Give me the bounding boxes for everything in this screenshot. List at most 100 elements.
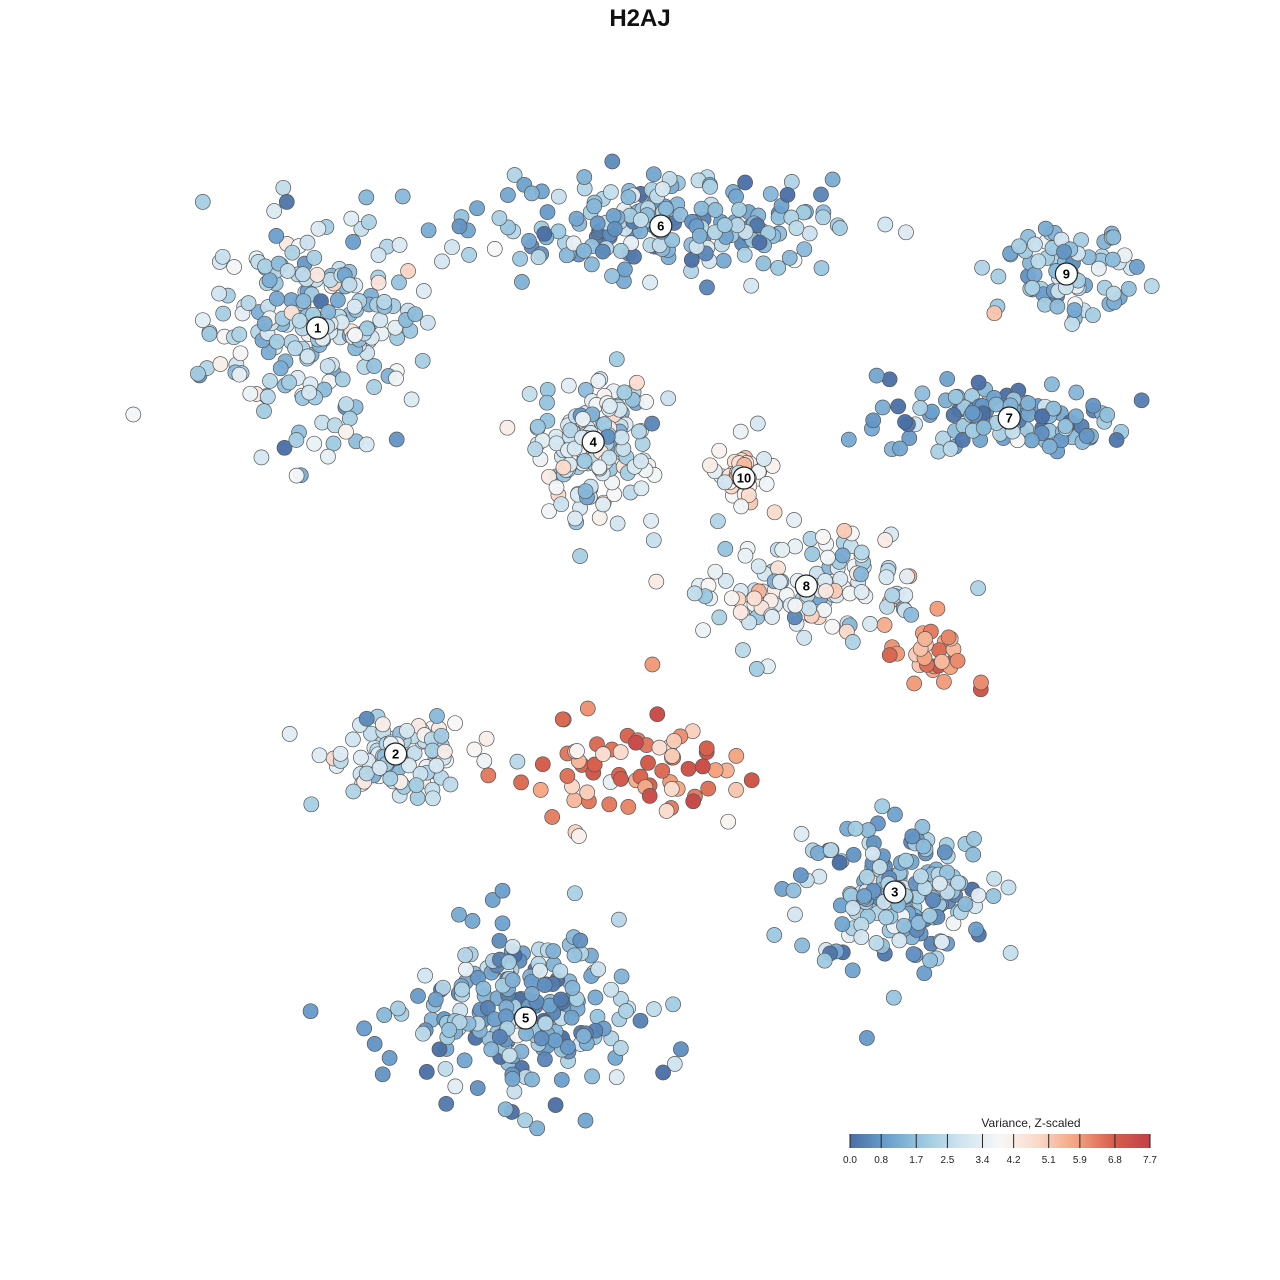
cell-point (816, 952, 833, 969)
cell-point (612, 1040, 629, 1056)
cell-point (620, 799, 637, 815)
cell-point (548, 435, 565, 452)
cell-point (420, 222, 437, 239)
cell-point (990, 268, 1007, 285)
cell-point (711, 442, 728, 459)
cell-point (231, 326, 248, 343)
cell-point (577, 483, 594, 500)
cell-point (361, 214, 377, 230)
cell-point (899, 568, 915, 585)
cell-point (346, 298, 363, 315)
cell-point (574, 411, 591, 427)
cell-point (469, 1080, 486, 1096)
cell-point (633, 453, 649, 470)
cell-point (648, 573, 665, 590)
cell-point (400, 263, 416, 279)
cell-point (303, 796, 320, 813)
cell-point (444, 239, 460, 256)
cell-point (1034, 408, 1050, 425)
cell-point (577, 1112, 594, 1129)
cell-point (695, 622, 711, 639)
cell-point (832, 220, 848, 236)
cluster-label-2: 2 (384, 742, 408, 766)
cell-point (818, 583, 834, 599)
legend-tick-label: 6.8 (1108, 1155, 1122, 1166)
cell-point (545, 943, 562, 959)
cell-point (441, 1022, 458, 1038)
cell-point (394, 188, 411, 205)
cell-point (787, 906, 803, 923)
cell-point (628, 734, 644, 751)
cell-point (940, 629, 957, 646)
cell-point (1045, 400, 1062, 417)
cell-point (560, 1039, 576, 1056)
cell-point (612, 744, 629, 760)
cell-point (629, 374, 645, 391)
cell-point (1023, 432, 1040, 449)
cell-point (804, 546, 821, 562)
cell-point (871, 859, 888, 875)
cluster-label-text: 3 (891, 885, 898, 900)
cell-point (539, 394, 555, 411)
cell-point (550, 188, 567, 205)
cell-point (836, 523, 853, 539)
cluster-label-5: 5 (513, 1006, 538, 1030)
cell-point (415, 283, 432, 299)
cell-point (560, 377, 577, 394)
cell-point (284, 244, 301, 261)
cell-point (746, 590, 763, 607)
cell-point (447, 715, 463, 732)
cell-point (370, 274, 387, 291)
cell-point (391, 237, 408, 253)
cell-point (762, 186, 779, 202)
cell-point (469, 200, 485, 217)
cell-point (428, 757, 445, 774)
cell-point (856, 888, 873, 904)
cell-point (914, 385, 931, 402)
cell-point (655, 1064, 671, 1081)
cluster-label-circle (581, 430, 605, 454)
cell-point (654, 762, 671, 779)
cell-point (793, 826, 810, 842)
cell-point (387, 319, 404, 336)
cell-point (910, 915, 927, 931)
cell-point (427, 991, 444, 1008)
cell-point (921, 907, 938, 924)
cell-point (606, 221, 623, 237)
cell-point (595, 746, 611, 762)
cell-point (1085, 307, 1101, 324)
cell-point (483, 1041, 500, 1058)
cell-point (868, 935, 885, 951)
cluster-label-circle (732, 466, 756, 490)
cell-point (718, 573, 734, 589)
cell-point (451, 906, 467, 923)
cell-point (717, 541, 734, 557)
cell-point (645, 166, 662, 183)
cell-point (945, 915, 962, 932)
cell-point (457, 947, 474, 964)
cell-point (732, 604, 749, 621)
cell-point (320, 304, 337, 320)
cell-point (434, 253, 450, 270)
cell-point (922, 952, 938, 969)
cell-point (306, 249, 323, 266)
cell-point (633, 212, 649, 228)
cell-point (913, 868, 929, 885)
cell-point (796, 629, 813, 646)
cell-point (794, 937, 810, 954)
cell-point (792, 867, 809, 884)
cell-point (641, 788, 658, 804)
cluster-label-text: 4 (590, 435, 598, 450)
cell-point (504, 938, 521, 955)
cell-point (877, 216, 894, 233)
cell-point (691, 227, 708, 244)
cell-point (276, 439, 293, 456)
cell-point (464, 913, 481, 929)
cell-point (1066, 302, 1083, 318)
cell-point (699, 279, 715, 296)
cell-point (878, 569, 895, 586)
cell-point (1068, 384, 1085, 401)
cell-point (576, 243, 592, 259)
cell-point (1105, 285, 1122, 302)
cell-point (853, 566, 869, 583)
